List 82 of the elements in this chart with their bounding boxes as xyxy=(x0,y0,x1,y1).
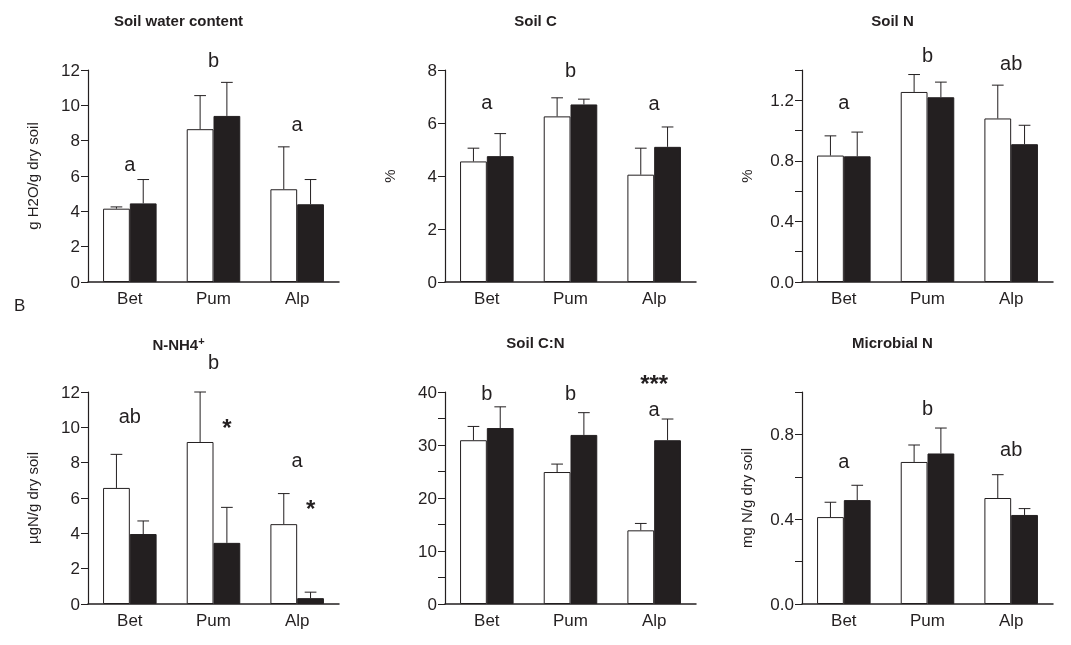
chart-title: Soil C:N xyxy=(506,334,565,351)
y-tick-label: 2 xyxy=(427,219,437,239)
annotation: ab xyxy=(1000,52,1023,75)
y-tick-label: 4 xyxy=(70,523,80,543)
text: B xyxy=(14,296,26,315)
y-tick-label: 0 xyxy=(70,272,80,292)
text: b xyxy=(207,351,220,373)
y-tick-label: 12 xyxy=(61,60,80,80)
annotation: a xyxy=(291,448,304,471)
y-tick-label: 8 xyxy=(427,60,437,80)
x-tick-label: Pum xyxy=(910,289,945,308)
y-axis-title: g H2O/g dry soil xyxy=(24,122,41,230)
y-axis-title: µgN/g dry soil xyxy=(24,451,41,545)
chart-title: Soil C xyxy=(514,12,557,29)
x-tick-label: Bet xyxy=(474,289,500,308)
x-tick-label: Alp xyxy=(284,289,310,308)
y-tick-label: 0 xyxy=(427,272,437,292)
y-tick-label: 20 xyxy=(418,488,437,508)
y-tick-label: 12 xyxy=(61,382,80,402)
x-tick-label: Pum xyxy=(910,611,945,630)
annotation: *** xyxy=(640,369,669,397)
y-tick-label: 10 xyxy=(61,417,80,437)
y-tick-label: 2 xyxy=(70,237,80,257)
y-tick-label: 8 xyxy=(70,131,80,151)
annotation: a xyxy=(648,398,661,421)
x-tick-label: Bet xyxy=(831,289,857,308)
text: b xyxy=(921,43,934,66)
y-tick-label: 0.0 xyxy=(770,594,794,614)
y-tick-label: 4 xyxy=(427,166,437,186)
x-tick-label: Alp xyxy=(998,289,1024,308)
y-tick-label: 10 xyxy=(418,541,437,561)
x-tick-label: Bet xyxy=(831,611,857,630)
y-tick-label: 6 xyxy=(70,166,80,186)
annotation: b xyxy=(564,381,577,404)
annotation: a xyxy=(124,152,137,175)
y-axis-title: mg N/g dry soil xyxy=(738,447,755,549)
x-tick-label: Alp xyxy=(998,611,1024,630)
y-axis-title: % xyxy=(381,169,398,183)
annotation: a xyxy=(481,90,494,113)
x-tick-label: Pum xyxy=(196,611,231,630)
annotation: a xyxy=(291,112,304,135)
y-tick-label: 0.8 xyxy=(770,151,794,171)
annotation: * xyxy=(222,413,233,441)
x-tick-label: Alp xyxy=(641,611,667,630)
y-tick-label: 6 xyxy=(70,488,80,508)
x-tick-label: Pum xyxy=(553,289,588,308)
annotation: b xyxy=(481,381,493,404)
x-tick-label: Bet xyxy=(117,611,143,630)
annotation: a xyxy=(838,450,851,473)
annotation: a xyxy=(838,91,851,114)
chart-title: Soil water content xyxy=(113,12,244,29)
annotation: ab xyxy=(1000,437,1023,460)
y-tick-label: 0.8 xyxy=(770,424,794,444)
y-axis-title: % xyxy=(738,169,755,183)
chart-title: Soil N xyxy=(871,12,914,29)
y-tick-label: 2 xyxy=(70,559,80,579)
x-tick-label: Alp xyxy=(641,289,667,308)
annotation: b xyxy=(207,49,220,72)
y-tick-label: 40 xyxy=(418,382,437,402)
x-tick-label: Pum xyxy=(553,611,588,630)
annotation: * xyxy=(305,494,316,522)
y-tick-label: 1.2 xyxy=(770,90,794,110)
x-tick-label: Alp xyxy=(284,611,310,630)
annotation: ab xyxy=(118,405,141,428)
y-tick-label: 8 xyxy=(70,453,80,473)
y-tick-label: 10 xyxy=(61,95,80,115)
y-tick-label: 4 xyxy=(70,201,80,221)
y-tick-label: 0 xyxy=(427,594,437,614)
annotation: b xyxy=(564,58,577,81)
x-tick-label: Bet xyxy=(474,611,500,630)
x-tick-label: Bet xyxy=(117,289,143,308)
x-tick-label: Pum xyxy=(196,289,231,308)
y-tick-label: 0.4 xyxy=(770,509,794,529)
chart-title: Microbial N xyxy=(852,334,933,351)
annotation: b xyxy=(921,397,934,420)
y-tick-label: 30 xyxy=(418,435,437,455)
y-tick-label: 0.0 xyxy=(770,272,794,292)
y-tick-label: 6 xyxy=(427,113,437,133)
annotation: a xyxy=(648,91,661,114)
y-tick-label: 0 xyxy=(70,594,80,614)
y-tick-label: 0.4 xyxy=(770,211,794,231)
chart-title: N-NH4+ xyxy=(152,334,205,353)
